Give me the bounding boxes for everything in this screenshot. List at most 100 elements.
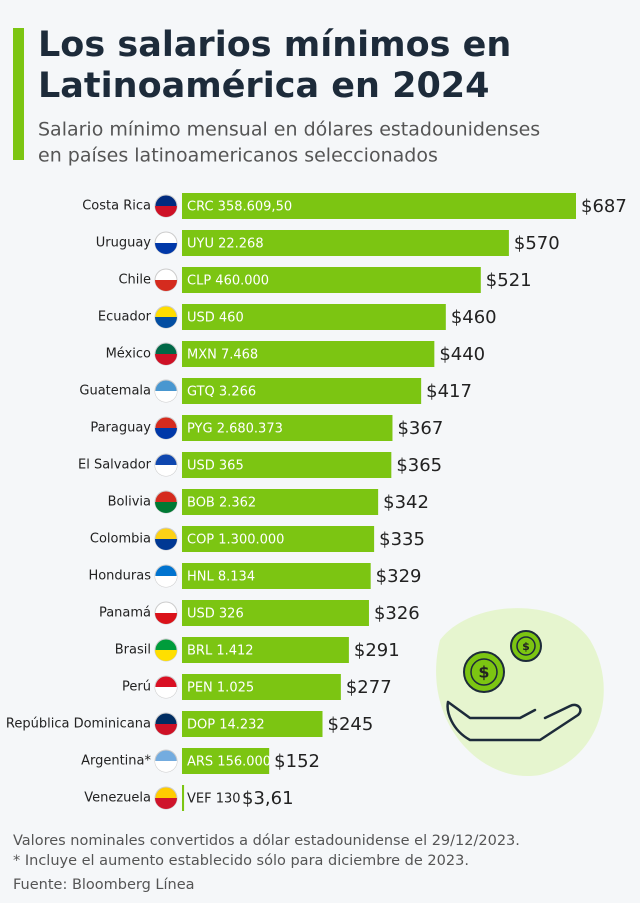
flag [155,613,177,624]
category-label: Ecuador [98,310,152,325]
category-label: Honduras [88,569,151,584]
bar [182,674,341,700]
bar-inner-label: USD 326 [187,607,244,622]
bar [182,341,435,367]
value-label: $440 [439,344,485,365]
bar-inner-label: USD 365 [187,459,244,474]
category-label: El Salvador [78,458,152,473]
value-label: $152 [274,751,320,772]
note: * Incluye el aumento establecido sólo pa… [13,853,469,869]
flag [155,687,177,698]
bar [182,600,369,626]
bar-inner-label: GTQ 3.266 [187,385,256,400]
coin [470,658,498,686]
value-label: $687 [581,196,627,217]
bar [182,526,375,552]
category-label: Bolivia [108,495,151,510]
category-label: Argentina* [81,754,151,769]
value-label: $3,61 [242,788,294,809]
hand [446,700,582,742]
category-label: Brasil [115,643,151,658]
bar-inner-label: HNL 8.134 [187,570,255,585]
blob [436,608,604,777]
flag [155,206,177,217]
category-label: México [106,347,151,362]
flag [155,539,177,550]
bar-inner-label: BOB 2.362 [187,496,256,511]
bar-inner-label: VEF 130 [187,792,241,807]
value-label: $521 [486,270,532,291]
value-label: $460 [451,307,497,328]
illustration: $ $ [436,608,604,777]
flag [155,317,177,328]
bar-inner-label: ARS 156.000 [187,755,271,770]
value-label: $342 [383,492,429,513]
category-label: Guatemala [79,384,151,399]
value-label: $367 [397,418,443,439]
flag [155,650,177,661]
value-label: $570 [514,233,560,254]
flag [155,391,177,402]
bar-inner-label: COP 1.300.000 [187,533,284,548]
category-label: República Dominicana [6,717,151,732]
coin [463,651,505,693]
bar-inner-label: UYU 22.268 [187,237,264,252]
flag [155,724,177,735]
bar-inner-label: PEN 1.025 [187,681,254,696]
bar [182,637,349,663]
flag [155,761,177,772]
category-label: Panamá [99,606,151,621]
chart-subtitle: Salario mínimo mensual en dólares estado… [38,119,540,141]
bar [182,489,379,515]
coin [510,630,542,662]
flag [155,576,177,587]
bar-inner-label: MXN 7.468 [187,348,258,363]
category-label: Perú [122,680,151,695]
bar-inner-label: PYG 2.680.373 [187,422,283,437]
chart-title: Los salarios mínimos en [38,25,511,65]
bar [182,563,371,589]
bar [182,711,323,737]
bar-inner-label: USD 460 [187,311,244,326]
bar [182,230,509,256]
bar [182,785,185,811]
value-label: $417 [426,381,472,402]
flag [155,465,177,476]
category-label: Uruguay [96,236,152,251]
value-label: $291 [354,640,400,661]
category-label: Chile [118,273,151,288]
value-label: $329 [376,566,422,587]
category-label: Colombia [90,532,151,547]
bar [182,193,576,219]
bar [182,378,422,404]
flag [155,798,177,809]
value-label: $365 [396,455,442,476]
flag [155,243,177,254]
flag [155,502,177,513]
bar-inner-label: CLP 460.000 [187,274,269,289]
category-label: Costa Rica [82,199,151,214]
value-label: $335 [379,529,425,550]
flag [155,354,177,365]
note: Valores nominales convertidos a dólar es… [13,833,520,849]
bar-inner-label: DOP 14.232 [187,718,265,733]
source: Fuente: Bloomberg Línea [13,877,195,893]
bar-inner-label: BRL 1.412 [187,644,254,659]
coin-sign: $ [522,640,530,653]
chart-subtitle: en países latinoamericanos seleccionados [38,145,438,167]
bar [182,267,481,293]
chart-title: Latinoamérica en 2024 [38,66,490,106]
bar-inner-label: CRC 358.609,50 [187,200,292,215]
coin-sign: $ [478,663,489,682]
title-accent [13,28,24,160]
category-label: Venezuela [84,791,151,806]
value-label: $245 [328,714,374,735]
coin [516,636,536,656]
value-label: $277 [346,677,392,698]
flag [155,280,177,291]
bar [182,415,393,441]
category-label: Paraguay [90,421,151,436]
bar [182,452,392,478]
flag [155,428,177,439]
